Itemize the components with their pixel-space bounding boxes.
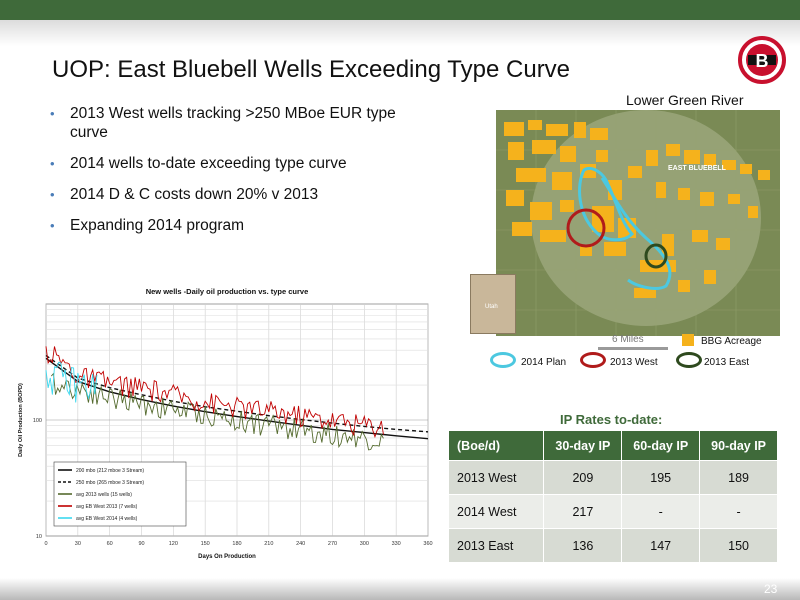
table-row: 2014 West 217 - - [447,494,778,529]
table-cell: 136 [543,528,623,563]
west-2013-legend-label: 2013 West [610,357,658,368]
table-cell: 209 [543,460,623,495]
x-tick-label: 90 [138,541,144,547]
table-cell: 2013 West [447,460,545,495]
map-title: Lower Green River [626,92,744,108]
column-header: (Boe/d) [447,430,545,461]
series-line [45,354,429,433]
table-cell: 150 [699,528,778,563]
bullet-list: • 2013 West wells tracking >250 MBoe EUR … [50,104,430,247]
scale-label: 6 Miles [612,334,644,345]
table-cell: 189 [699,460,778,495]
bullet-item: • Expanding 2014 program [50,217,245,234]
legend-label: 200 mbo (212 mboe 3 Stream) [76,468,144,474]
table-cell: 217 [543,494,623,529]
plan-2014-legend-label: 2014 Plan [521,357,567,368]
x-tick-label: 120 [169,541,178,547]
bullet-dot-icon: • [50,187,55,202]
bullet-dot-icon: • [50,106,55,121]
x-tick-label: 300 [360,541,369,547]
footer-bar [0,578,800,600]
state-inset-map [470,274,516,334]
east-2013-outline [644,243,668,269]
production-chart: 0 30 60 90 120 150 180 210 240 270 300 330 360 10 100 2… [18,287,433,560]
x-tick-label: 150 [201,541,210,547]
company-logo: B [738,36,786,84]
table-cell: 147 [621,528,701,563]
west-2013-legend-icon [580,352,606,368]
x-tick-label: 60 [107,541,113,547]
x-tick-label: 360 [423,541,432,547]
y-tick-label: 100 [33,418,42,424]
chart-legend [53,461,187,527]
legend-label: 250 mbo (265 mboe 3 Stream) [76,480,144,486]
x-tick-label: 0 [44,541,47,547]
series-line [45,346,384,439]
ip-table-title: IP Rates to-date: [560,412,663,427]
x-tick-label: 210 [264,541,273,547]
east-2013-legend-icon [676,352,702,368]
page-number: 23 [764,582,778,596]
inset-label: Utah [485,304,498,310]
east-2013-legend-label: 2013 East [704,357,750,368]
table-row: 2013 East 136 147 150 [447,528,778,563]
map-area-label: EAST BLUEBELL [668,165,727,172]
column-header: 30-day IP [543,430,623,461]
table-cell: - [621,494,701,529]
y-axis-label: Daily Oil Production (BOPD) [18,383,24,457]
table-cell: 2014 West [447,494,545,529]
table-cell: - [699,494,778,529]
column-header: 60-day IP [621,430,701,461]
x-tick-label: 270 [328,541,337,547]
top-band [0,20,800,46]
plan-2014-legend-icon [490,352,516,368]
y-tick-label: 10 [36,534,42,540]
table-row: 2013 West 209 195 189 [447,460,778,495]
bullet-item: • 2013 West wells tracking >250 MBoe EUR … [50,105,396,141]
bullet-item: • 2014 D & C costs down 20% v 2013 [50,186,319,203]
bullet-dot-icon: • [50,218,55,233]
acreage-legend-label: BBG Acreage [701,336,762,347]
table-header-row: (Boe/d) 30-day IP 60-day IP 90-day IP [447,430,778,461]
x-tick-label: 30 [75,541,81,547]
chart-title: New wells -Daily oil production vs. type… [146,287,309,296]
logo-letter: B [756,51,769,71]
legend-label: avg 2013 wells (15 wells) [76,492,132,498]
ip-rates-table: (Boe/d) 30-day IP 60-day IP 90-day IP 20… [447,430,778,563]
acreage-blocks [504,120,770,298]
x-tick-label: 330 [392,541,401,547]
scale-bar [598,347,668,350]
bullet-dot-icon: • [50,156,55,171]
x-tick-label: 180 [232,541,241,547]
x-tick-label: 240 [296,541,305,547]
series-line [45,361,98,403]
table-cell: 2013 East [447,528,545,563]
bullet-item: • 2014 wells to-date exceeding type curve [50,155,347,172]
slide-title: UOP: East Bluebell Wells Exceeding Type … [52,56,571,83]
legend-label: avg EB West 2014 (4 wells) [76,516,138,522]
acreage-swatch [682,334,694,346]
top-bar [0,0,800,20]
legend-label: avg EB West 2013 (7 wells) [76,504,138,510]
west-2013-outline [566,208,606,248]
column-header: 90-day IP [699,430,778,461]
table-cell: 195 [621,460,701,495]
acreage-map: EAST BLUEBELL [496,110,780,336]
series-line [50,372,384,451]
x-axis-label: Days On Production [198,554,256,560]
